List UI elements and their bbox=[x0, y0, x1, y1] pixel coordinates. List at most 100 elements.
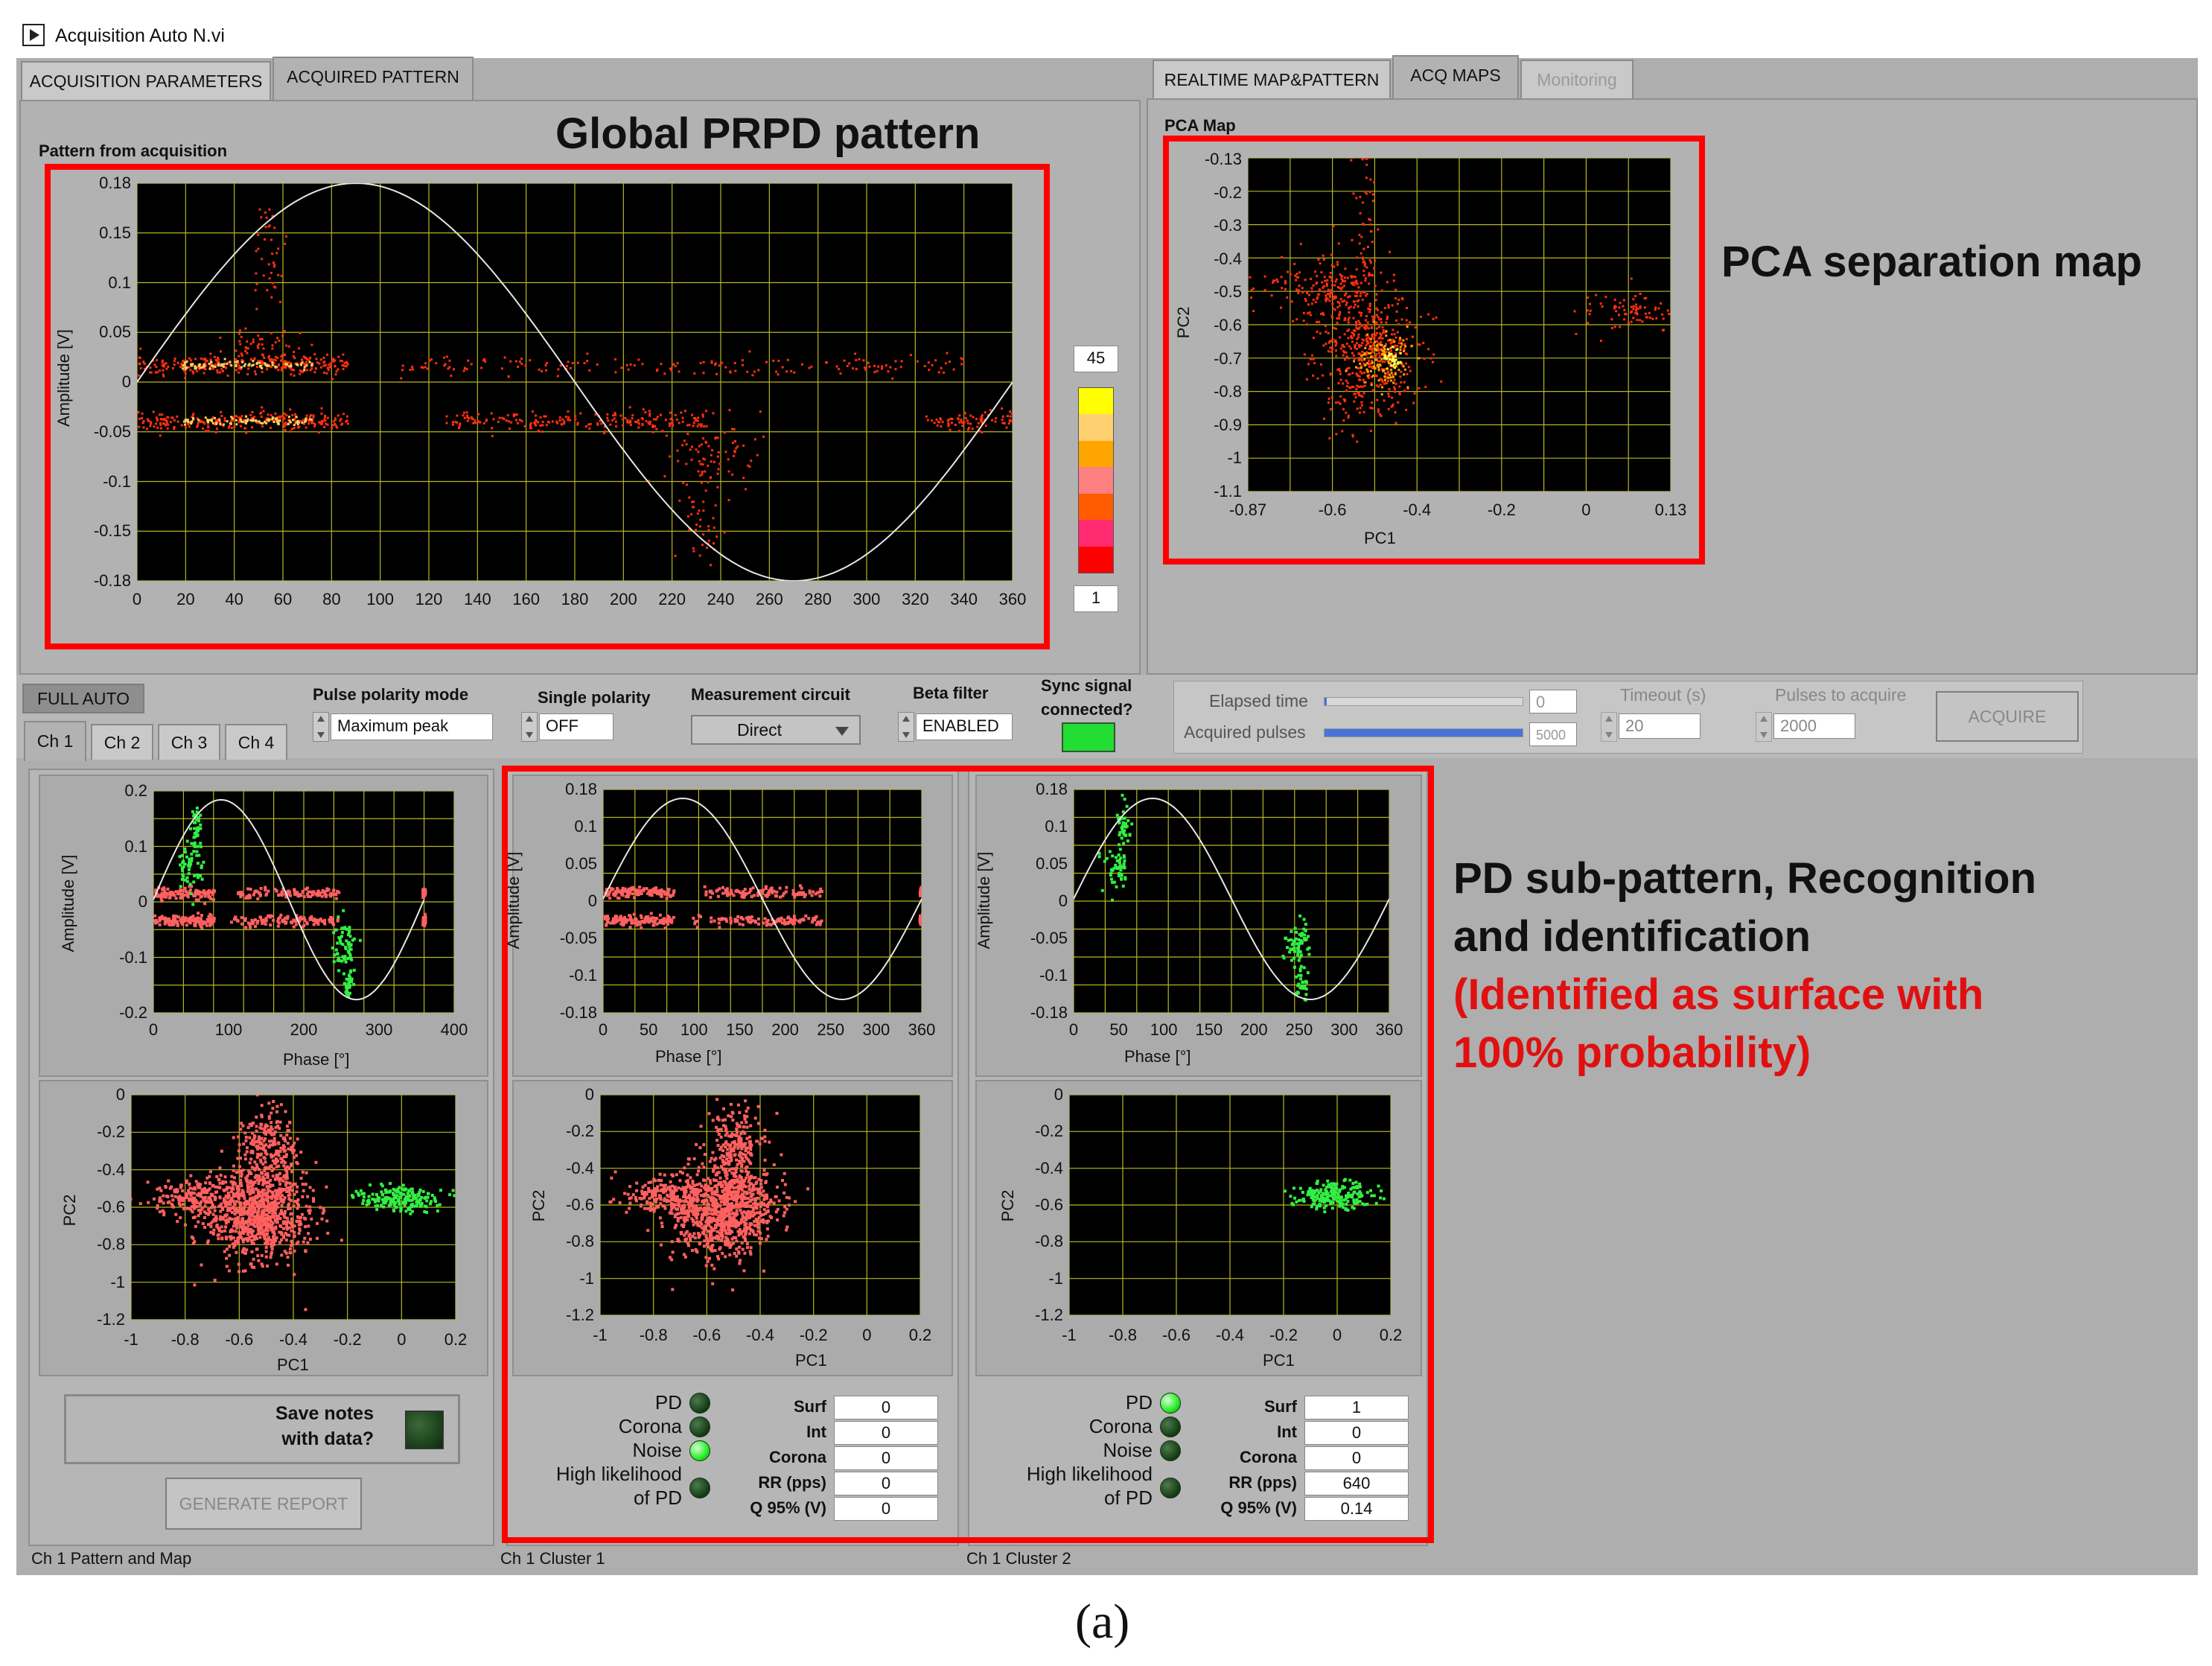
cl1-map-plot[interactable] bbox=[600, 1095, 920, 1315]
x-tick-label: -0.6 bbox=[1318, 500, 1347, 519]
timeout-value[interactable]: 20 bbox=[1619, 713, 1701, 739]
y-tick-label: 0.18 bbox=[99, 174, 131, 192]
measurement-circuit-label: Measurement circuit bbox=[691, 685, 850, 704]
cl2-corona-led bbox=[1160, 1417, 1181, 1437]
cl1-noise-label: Noise bbox=[632, 1439, 682, 1461]
ch1-map-plot[interactable] bbox=[131, 1095, 456, 1320]
cl2-pattern-plot[interactable] bbox=[1074, 789, 1389, 1013]
y-tick-label: 0 bbox=[121, 372, 131, 391]
x-tick-label: 80 bbox=[322, 590, 341, 608]
red-map-points bbox=[608, 1098, 809, 1291]
tab-monitoring[interactable]: Monitoring bbox=[1520, 60, 1633, 98]
chevron-down-icon bbox=[835, 727, 849, 736]
acquire-button[interactable]: ACQUIRE bbox=[1936, 691, 2079, 742]
sync-signal-label: Sync signal bbox=[1041, 676, 1132, 695]
grid bbox=[603, 789, 922, 1013]
y-tick-label: 0.18 bbox=[565, 780, 597, 798]
y-tick-label: -0.7 bbox=[1214, 349, 1242, 368]
single-polarity-spinner[interactable] bbox=[521, 712, 538, 742]
y-tick-label: -0.8 bbox=[1035, 1232, 1063, 1251]
cl1-q95-value: 0 bbox=[834, 1497, 938, 1521]
cl2-corona-label: Corona bbox=[1240, 1448, 1297, 1466]
beta-filter-value[interactable]: ENABLED bbox=[916, 713, 1013, 740]
colorbar-max[interactable]: 45 bbox=[1074, 346, 1118, 372]
pulse-polarity-value[interactable]: Maximum peak bbox=[331, 713, 493, 740]
y-tick-label: -0.13 bbox=[1204, 150, 1242, 168]
x-tick-label: -0.6 bbox=[692, 1326, 721, 1344]
y-tick-label: -1.1 bbox=[1214, 482, 1242, 500]
x-tick-label: 280 bbox=[804, 590, 832, 608]
generate-report-button[interactable]: GENERATE REPORT bbox=[165, 1478, 362, 1530]
green-cluster-points bbox=[178, 807, 362, 998]
x-tick-label: 0.2 bbox=[444, 1330, 468, 1349]
cl1-corona-led bbox=[689, 1417, 710, 1437]
x-tick-label: -0.2 bbox=[1487, 500, 1516, 519]
cl1-corona-label: Corona bbox=[769, 1448, 826, 1466]
ch1-amp-ylabel: Amplitude [V] bbox=[59, 854, 77, 953]
cl2-int-value: 0 bbox=[1304, 1421, 1409, 1445]
elapsed-time-bar bbox=[1324, 697, 1523, 706]
y-tick-label: -0.6 bbox=[1035, 1195, 1063, 1214]
colorbar bbox=[1078, 387, 1114, 573]
y-tick-label: -1 bbox=[110, 1272, 125, 1291]
colorbar-min[interactable]: 1 bbox=[1074, 585, 1118, 612]
single-polarity-value[interactable]: OFF bbox=[539, 713, 613, 740]
ch1-pattern-plot[interactable] bbox=[153, 791, 454, 1013]
x-tick-label: -1 bbox=[593, 1326, 608, 1344]
pca-map-plot[interactable] bbox=[1248, 158, 1671, 492]
tab-ch4[interactable]: Ch 4 bbox=[225, 724, 287, 760]
sine-reference bbox=[137, 183, 1013, 581]
y-tick-label: -0.18 bbox=[1030, 1003, 1068, 1022]
status-ch1: Ch 1 Pattern and Map bbox=[31, 1549, 192, 1568]
x-tick-label: 150 bbox=[1195, 1020, 1223, 1039]
plot-canvas bbox=[131, 1095, 456, 1320]
cl1-corona-value: 0 bbox=[834, 1446, 938, 1470]
colorbar-segment bbox=[1079, 414, 1113, 441]
tab-acquisition-parameters[interactable]: ACQUISITION PARAMETERS bbox=[21, 61, 271, 100]
pulses-spinner[interactable] bbox=[1756, 712, 1772, 742]
x-tick-label: 340 bbox=[950, 590, 978, 608]
y-tick-label: 0.05 bbox=[99, 322, 131, 342]
x-tick-label: 260 bbox=[755, 590, 783, 608]
x-tick-label: -0.2 bbox=[799, 1326, 828, 1344]
prpd-hotspots bbox=[182, 357, 313, 427]
x-tick-label: -0.4 bbox=[746, 1326, 774, 1344]
green-map-points bbox=[351, 1182, 456, 1215]
cl2-map-plot[interactable] bbox=[1069, 1095, 1391, 1315]
y-tick-label: -0.1 bbox=[1039, 966, 1068, 985]
measurement-circuit-select[interactable]: Direct bbox=[691, 715, 861, 745]
cl1-pattern-plot[interactable] bbox=[603, 789, 922, 1013]
pulses-to-acquire-value[interactable]: 2000 bbox=[1773, 713, 1855, 739]
x-tick-label: 200 bbox=[771, 1020, 799, 1039]
sync-signal-indicator bbox=[1062, 722, 1115, 752]
timeout-spinner[interactable] bbox=[1601, 712, 1617, 742]
global-prpd-plot[interactable] bbox=[137, 183, 1013, 581]
y-tick-label: 0.1 bbox=[124, 836, 147, 856]
cl1-rr-label: RR (pps) bbox=[758, 1473, 826, 1492]
cl2-noise-led bbox=[1160, 1440, 1181, 1461]
x-tick-label: 250 bbox=[817, 1020, 845, 1039]
tab-ch1[interactable]: Ch 1 bbox=[24, 721, 86, 761]
y-tick-label: -0.6 bbox=[97, 1198, 125, 1216]
cl2-pd-led bbox=[1160, 1393, 1181, 1414]
save-notes-toggle[interactable] bbox=[405, 1411, 444, 1449]
ch1-pc1-xlabel: PC1 bbox=[277, 1355, 309, 1374]
y-tick-label: 0.05 bbox=[1036, 854, 1068, 873]
beta-filter-spinner[interactable] bbox=[898, 712, 914, 742]
tab-ch2[interactable]: Ch 2 bbox=[91, 724, 153, 760]
tab-acq-maps[interactable]: ACQ MAPS bbox=[1392, 55, 1519, 100]
x-tick-label: 220 bbox=[658, 590, 686, 608]
pulse-polarity-spinner[interactable] bbox=[313, 712, 329, 742]
grid bbox=[137, 183, 1013, 581]
x-tick-label: 200 bbox=[1240, 1020, 1268, 1039]
tab-acquired-pattern[interactable]: ACQUIRED PATTERN bbox=[272, 57, 474, 101]
tab-realtime-map-pattern[interactable]: REALTIME MAP&PATTERN bbox=[1153, 60, 1391, 98]
x-tick-label: -0.87 bbox=[1228, 500, 1267, 519]
vi-icon bbox=[22, 24, 45, 46]
cl1-q95-label: Q 95% (V) bbox=[750, 1498, 826, 1517]
elapsed-time-label: Elapsed time bbox=[1209, 691, 1308, 710]
y-tick-label: 0 bbox=[1058, 891, 1068, 910]
cl1-int-label: Int bbox=[806, 1422, 826, 1441]
tab-ch3[interactable]: Ch 3 bbox=[158, 724, 220, 760]
full-auto-button[interactable]: FULL AUTO bbox=[22, 684, 144, 713]
